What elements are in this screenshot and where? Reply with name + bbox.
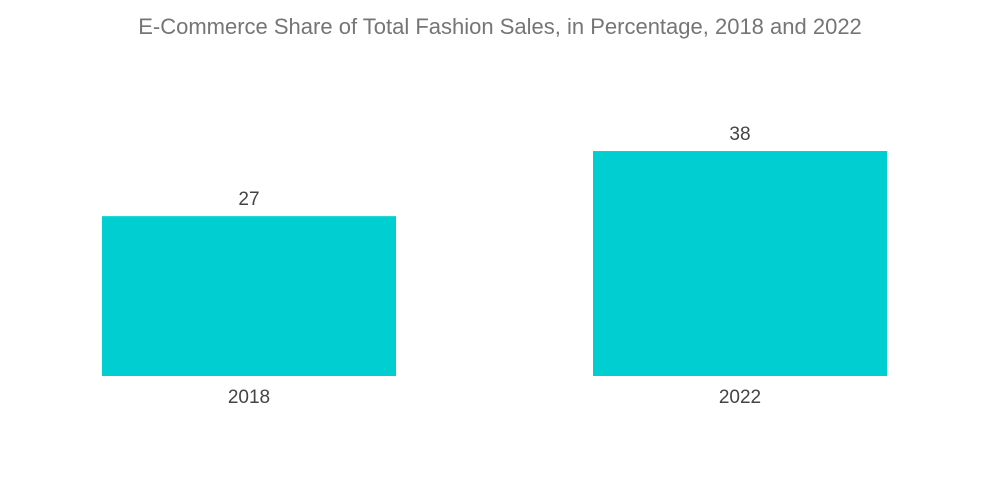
- value-labels-group: 27 38: [238, 124, 750, 210]
- bar-2022: [593, 151, 887, 376]
- x-tick-label-2018: 2018: [228, 387, 270, 408]
- value-label-2018: 27: [238, 189, 259, 210]
- value-label-2022: 38: [729, 124, 750, 145]
- x-axis-ticks: 2018 2022: [228, 387, 761, 408]
- bars-group: [102, 151, 887, 376]
- chart-title: E-Commerce Share of Total Fashion Sales,…: [138, 14, 862, 39]
- x-tick-label-2022: 2022: [719, 387, 761, 408]
- bar-2018: [102, 216, 396, 376]
